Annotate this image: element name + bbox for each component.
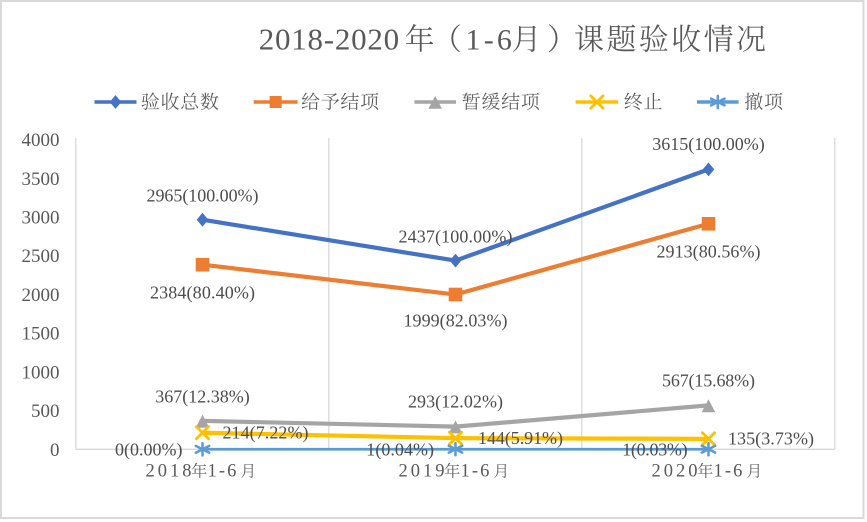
svg-text:1500: 1500 <box>22 324 60 345</box>
svg-text:1(0.03%): 1(0.03%) <box>622 440 687 461</box>
svg-text:1-6: 1-6 <box>461 462 492 482</box>
svg-text:3500: 3500 <box>22 169 60 190</box>
svg-text:144(5.91%): 144(5.91%) <box>478 428 563 449</box>
svg-text:1-6: 1-6 <box>466 24 516 57</box>
svg-text:1-6: 1-6 <box>714 462 745 482</box>
svg-text:293(12.02%): 293(12.02%) <box>408 391 503 412</box>
svg-text:2018: 2018 <box>146 462 195 482</box>
svg-text:2384(80.40%): 2384(80.40%) <box>150 283 255 304</box>
svg-text:2965(100.00%): 2965(100.00%) <box>147 185 259 206</box>
svg-text:135(3.73%): 135(3.73%) <box>728 429 814 450</box>
svg-text:2437(100.00%): 2437(100.00%) <box>399 226 513 247</box>
svg-text:214(7.22%): 214(7.22%) <box>223 423 309 444</box>
svg-text:2500: 2500 <box>22 246 60 267</box>
svg-text:2000: 2000 <box>22 285 60 306</box>
svg-text:1000: 1000 <box>22 362 60 383</box>
svg-text:1999(82.03%): 1999(82.03%) <box>404 311 508 332</box>
svg-text:567(15.68%): 567(15.68%) <box>662 370 755 391</box>
svg-text:1(0.04%): 1(0.04%) <box>366 439 434 460</box>
svg-text:367(12.38%): 367(12.38%) <box>155 386 249 407</box>
svg-text:2913(80.56%): 2913(80.56%) <box>657 242 761 263</box>
svg-text:4000: 4000 <box>22 130 60 151</box>
svg-text:2020: 2020 <box>652 462 701 482</box>
svg-text:500: 500 <box>31 401 60 422</box>
svg-text:0(0.00%): 0(0.00%) <box>115 439 183 460</box>
svg-text:0: 0 <box>50 440 60 461</box>
svg-text:1-6: 1-6 <box>208 462 239 482</box>
svg-text:3000: 3000 <box>22 208 60 229</box>
svg-text:2019: 2019 <box>399 462 448 482</box>
svg-text:3615(100.00%): 3615(100.00%) <box>652 134 765 155</box>
svg-text:2018-2020: 2018-2020 <box>259 22 399 57</box>
